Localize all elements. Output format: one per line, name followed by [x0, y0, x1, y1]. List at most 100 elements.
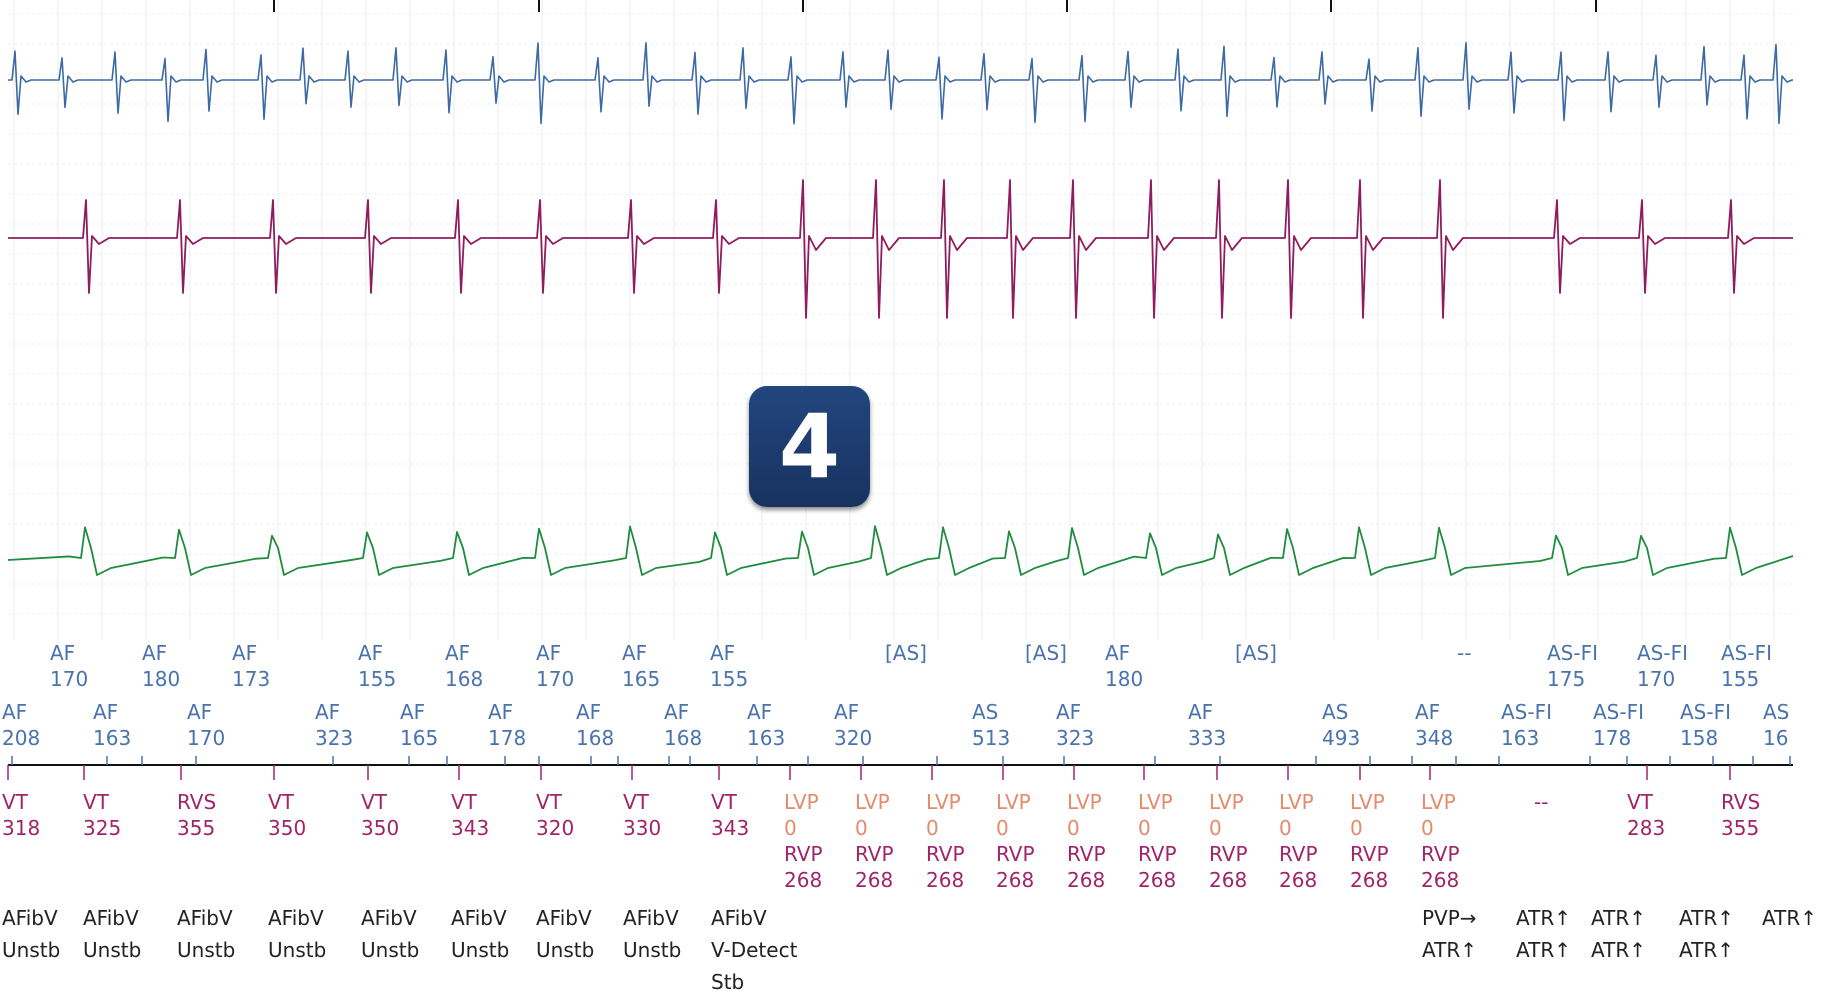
marker-label: AF — [1188, 700, 1213, 724]
marker-label: 355 — [1721, 816, 1759, 840]
marker-label: RVP — [1350, 842, 1389, 866]
marker-label: 155 — [710, 667, 748, 691]
marker-label: 170 — [50, 667, 88, 691]
marker-label: 323 — [1056, 726, 1094, 750]
marker-label: ATR↑ — [1762, 906, 1817, 930]
marker-label: 268 — [996, 868, 1034, 892]
marker-label: LVP — [1067, 790, 1102, 814]
marker-label: 283 — [1627, 816, 1665, 840]
marker-label: RVS — [177, 790, 216, 814]
marker-label: AF — [1415, 700, 1440, 724]
marker-label: 493 — [1322, 726, 1360, 750]
marker-label: 178 — [488, 726, 526, 750]
marker-label: 325 — [83, 816, 121, 840]
marker-label: AFibV — [83, 906, 139, 930]
marker-label: Unstb — [83, 938, 141, 962]
marker-label: RVP — [926, 842, 965, 866]
marker-label: 268 — [784, 868, 822, 892]
marker-label: VT — [1627, 790, 1654, 814]
marker-label: LVP — [1421, 790, 1456, 814]
marker-label: VT — [451, 790, 478, 814]
marker-label: 0 — [996, 816, 1009, 840]
marker-label: 268 — [1279, 868, 1317, 892]
marker-label: 350 — [361, 816, 399, 840]
marker-label: AF — [747, 700, 772, 724]
marker-label: AF — [232, 641, 257, 665]
marker-label: 320 — [536, 816, 574, 840]
marker-label: AF — [142, 641, 167, 665]
marker-label: 168 — [576, 726, 614, 750]
marker-label: RVP — [1138, 842, 1177, 866]
marker-label: 343 — [711, 816, 749, 840]
marker-label: 348 — [1415, 726, 1453, 750]
marker-label: 155 — [1721, 667, 1759, 691]
marker-label: AF — [358, 641, 383, 665]
marker-label: AFibV — [623, 906, 679, 930]
marker-label: AS-FI — [1501, 700, 1552, 724]
marker-label: 180 — [1105, 667, 1143, 691]
marker-label: 168 — [664, 726, 702, 750]
marker-label: AF — [1105, 641, 1130, 665]
marker-label: 163 — [747, 726, 785, 750]
marker-label: RVP — [996, 842, 1035, 866]
marker-label: 158 — [1680, 726, 1718, 750]
detection-status-row: AFibV Unstb AFibV Unstb AFibV Unstb AFibV Unstb… — [2, 906, 1817, 994]
marker-label: AS — [1763, 700, 1789, 724]
marker-label: 343 — [451, 816, 489, 840]
marker-label: AFibV — [536, 906, 592, 930]
marker-label: 0 — [784, 816, 797, 840]
marker-label: AF — [2, 700, 27, 724]
marker-label: 16 — [1763, 726, 1788, 750]
marker-label: RVS — [1721, 790, 1760, 814]
marker-label: AF — [664, 700, 689, 724]
marker-label: AF — [834, 700, 859, 724]
marker-label: ATR↑ — [1591, 906, 1646, 930]
step-number-badge: 4 — [749, 386, 870, 507]
marker-label: Unstb — [536, 938, 594, 962]
marker-label: 0 — [1350, 816, 1363, 840]
marker-label: 163 — [1501, 726, 1539, 750]
marker-label: 170 — [1637, 667, 1675, 691]
marker-label: 330 — [623, 816, 661, 840]
marker-label: AF — [488, 700, 513, 724]
marker-label: 0 — [1209, 816, 1222, 840]
marker-label: [AS] — [885, 641, 927, 665]
marker-label: VT — [268, 790, 295, 814]
egm-trace-channel-3 — [7, 525, 1794, 576]
marker-label: ATR↑ — [1516, 906, 1571, 930]
marker-label: AF — [50, 641, 75, 665]
marker-label: LVP — [1138, 790, 1173, 814]
egm-trace-channel-2 — [8, 179, 1793, 319]
marker-label: VT — [623, 790, 650, 814]
marker-label: V-Detect — [711, 938, 798, 962]
marker-label: AS-FI — [1637, 641, 1688, 665]
marker-label: -- — [1534, 790, 1548, 814]
marker-label: 268 — [926, 868, 964, 892]
marker-label: Unstb — [177, 938, 235, 962]
marker-label: 268 — [1350, 868, 1388, 892]
atrial-marker-row-lower: AF208AF163AF170AF323AF165AF178AF168AF168… — [2, 700, 1789, 750]
marker-label: 333 — [1188, 726, 1226, 750]
marker-label: 0 — [1067, 816, 1080, 840]
marker-label: ATR↑ — [1679, 906, 1734, 930]
marker-channel-axis — [7, 756, 1793, 780]
egm-trace-channel-1 — [8, 41, 1793, 125]
marker-label: RVP — [784, 842, 823, 866]
marker-label: AF — [536, 641, 561, 665]
marker-label: AFibV — [268, 906, 324, 930]
marker-label: AF — [710, 641, 735, 665]
marker-label: 350 — [268, 816, 306, 840]
marker-label: Unstb — [623, 938, 681, 962]
marker-label: AS-FI — [1680, 700, 1731, 724]
marker-label: 163 — [93, 726, 131, 750]
marker-label: Unstb — [2, 938, 60, 962]
marker-label: AF — [93, 700, 118, 724]
marker-label: 268 — [1209, 868, 1247, 892]
marker-label: LVP — [1279, 790, 1314, 814]
marker-label: ATR↑ — [1679, 938, 1734, 962]
marker-label: VT — [536, 790, 563, 814]
marker-label: AFibV — [2, 906, 58, 930]
marker-label: 170 — [187, 726, 225, 750]
marker-label: RVP — [1209, 842, 1248, 866]
